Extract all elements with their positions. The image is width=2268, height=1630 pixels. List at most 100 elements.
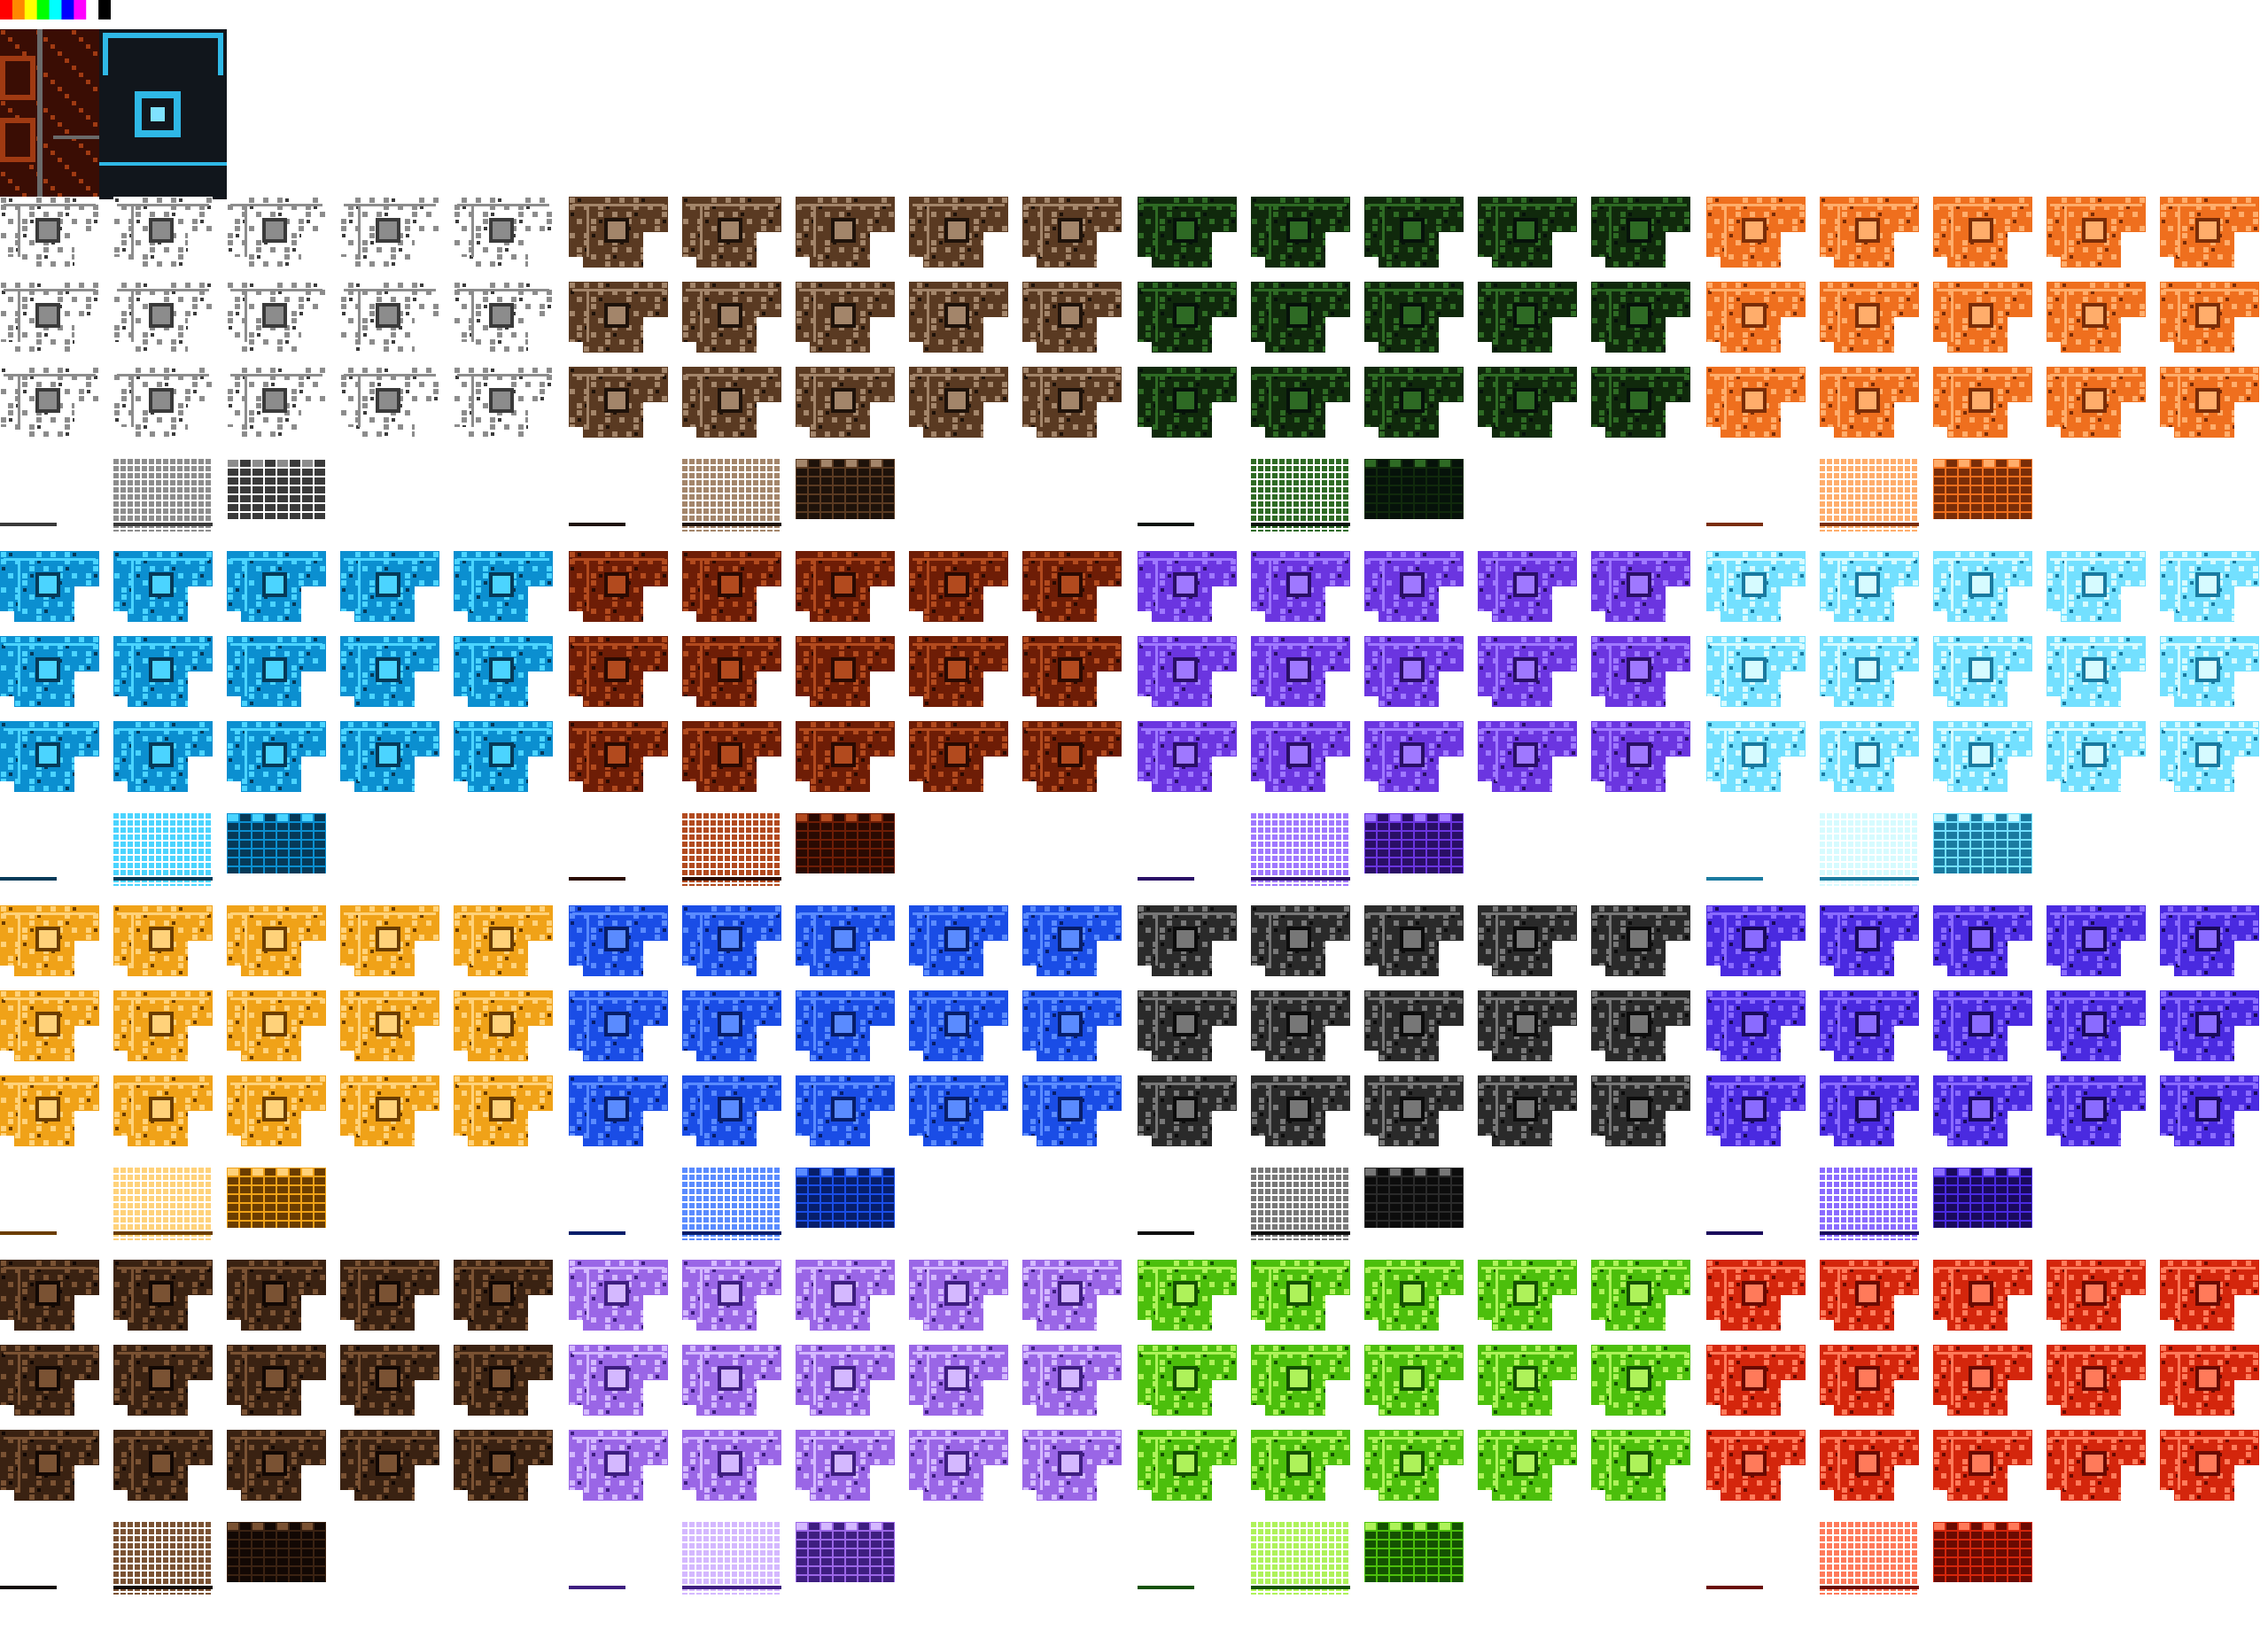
tileset-thumbnail[interactable] xyxy=(1706,1260,1806,1331)
tileset-thumbnail[interactable] xyxy=(1478,367,1577,438)
tileset-thumbnail[interactable] xyxy=(1478,197,1577,268)
tileset-thumbnail[interactable] xyxy=(909,990,1008,1061)
tileset-thumbnail[interactable] xyxy=(1138,551,1237,622)
tileset-thumbnail[interactable] xyxy=(2047,721,2146,792)
tileset-thumbnail[interactable] xyxy=(1478,990,1577,1061)
tileset-thumbnail[interactable] xyxy=(1364,990,1464,1061)
tileset-swatch-panel[interactable] xyxy=(1933,459,2032,520)
tileset-thumbnail[interactable] xyxy=(796,282,895,353)
tileset-thumbnail[interactable] xyxy=(2160,1075,2259,1146)
tileset-thumbnail[interactable] xyxy=(909,197,1008,268)
tileset-thumbnail[interactable] xyxy=(1138,990,1237,1061)
tileset-thumbnail[interactable] xyxy=(454,197,553,268)
tileset-sprite-strip[interactable] xyxy=(1706,1522,1763,1595)
tileset-thumbnail[interactable] xyxy=(0,990,99,1061)
tileset-sprite-strip[interactable] xyxy=(1138,459,1194,532)
tileset-sprite-strip[interactable] xyxy=(0,813,57,886)
tileset-thumbnail[interactable] xyxy=(1138,721,1237,792)
tileset-sprite-strip[interactable] xyxy=(569,1168,625,1240)
tileset-sprite-strip[interactable] xyxy=(1706,1168,1763,1240)
tileset-sprite-strip[interactable] xyxy=(1820,1168,1919,1244)
tileset-sprite-strip[interactable] xyxy=(682,1522,781,1598)
tileset-swatch-panel[interactable] xyxy=(227,1522,326,1583)
tileset-thumbnail[interactable] xyxy=(2160,367,2259,438)
tileset-sprite-strip[interactable] xyxy=(0,1522,57,1595)
tileset-thumbnail[interactable] xyxy=(1478,1345,1577,1416)
tileset-thumbnail[interactable] xyxy=(113,367,213,438)
tileset-thumbnail[interactable] xyxy=(2047,367,2146,438)
tileset-thumbnail[interactable] xyxy=(0,1260,99,1331)
tileset-thumbnail[interactable] xyxy=(340,367,439,438)
tileset-thumbnail[interactable] xyxy=(1820,197,1919,268)
tileset-thumbnail[interactable] xyxy=(909,636,1008,707)
tileset-thumbnail[interactable] xyxy=(1364,1345,1464,1416)
tileset-thumbnail[interactable] xyxy=(1591,636,1690,707)
tileset-thumbnail[interactable] xyxy=(1933,282,2032,353)
tileset-thumbnail[interactable] xyxy=(569,551,668,622)
tileset-thumbnail[interactable] xyxy=(2160,1260,2259,1331)
tileset-sprite-strip[interactable] xyxy=(682,459,781,535)
tileset-swatch-panel[interactable] xyxy=(1933,1168,2032,1229)
tileset-thumbnail[interactable] xyxy=(340,1075,439,1146)
tileset-thumbnail[interactable] xyxy=(909,367,1008,438)
tileset-thumbnail[interactable] xyxy=(1022,721,1122,792)
tileset-thumbnail[interactable] xyxy=(1478,551,1577,622)
tileset-thumbnail[interactable] xyxy=(1820,905,1919,976)
tileset-thumbnail[interactable] xyxy=(1820,367,1919,438)
tileset-thumbnail[interactable] xyxy=(1251,905,1350,976)
tileset-thumbnail[interactable] xyxy=(1022,551,1122,622)
tileset-thumbnail[interactable] xyxy=(454,551,553,622)
tileset-thumbnail[interactable] xyxy=(0,367,99,438)
tileset-swatch-panel[interactable] xyxy=(1933,813,2032,874)
tileset-thumbnail[interactable] xyxy=(340,197,439,268)
tileset-thumbnail[interactable] xyxy=(569,282,668,353)
tileset-thumbnail[interactable] xyxy=(1591,1075,1690,1146)
tileset-thumbnail[interactable] xyxy=(2047,636,2146,707)
tileset-thumbnail[interactable] xyxy=(796,551,895,622)
tileset-thumbnail[interactable] xyxy=(113,197,213,268)
tileset-sprite-strip[interactable] xyxy=(1706,813,1763,886)
tileset-thumbnail[interactable] xyxy=(2047,1430,2146,1501)
tileset-swatch-panel[interactable] xyxy=(1364,1168,1464,1229)
tileset-thumbnail[interactable] xyxy=(796,990,895,1061)
tileset-thumbnail[interactable] xyxy=(569,1075,668,1146)
tileset-thumbnail[interactable] xyxy=(1591,1430,1690,1501)
tileset-thumbnail[interactable] xyxy=(1138,1260,1237,1331)
tileset-thumbnail[interactable] xyxy=(1706,636,1806,707)
tileset-sprite-strip[interactable] xyxy=(1820,459,1919,535)
tileset-thumbnail[interactable] xyxy=(682,905,781,976)
tileset-thumbnail[interactable] xyxy=(113,1345,213,1416)
tileset-thumbnail[interactable] xyxy=(1591,990,1690,1061)
tileset-thumbnail[interactable] xyxy=(227,551,326,622)
tileset-thumbnail[interactable] xyxy=(2047,197,2146,268)
tileset-swatch-panel[interactable] xyxy=(1364,459,1464,520)
tileset-thumbnail[interactable] xyxy=(113,990,213,1061)
tileset-thumbnail[interactable] xyxy=(796,197,895,268)
tileset-thumbnail[interactable] xyxy=(1933,636,2032,707)
tileset-thumbnail[interactable] xyxy=(1591,197,1690,268)
tileset-thumbnail[interactable] xyxy=(1820,551,1919,622)
tileset-thumbnail[interactable] xyxy=(340,1345,439,1416)
tileset-thumbnail[interactable] xyxy=(0,282,99,353)
tileset-thumbnail[interactable] xyxy=(569,1345,668,1416)
tileset-thumbnail[interactable] xyxy=(227,990,326,1061)
tileset-thumbnail[interactable] xyxy=(227,282,326,353)
tileset-thumbnail[interactable] xyxy=(1022,1430,1122,1501)
tileset-thumbnail[interactable] xyxy=(1251,367,1350,438)
tileset-thumbnail[interactable] xyxy=(1138,367,1237,438)
tileset-thumbnail[interactable] xyxy=(1364,282,1464,353)
tileset-thumbnail[interactable] xyxy=(796,1345,895,1416)
tileset-thumbnail[interactable] xyxy=(1251,551,1350,622)
tileset-thumbnail[interactable] xyxy=(113,1075,213,1146)
tileset-thumbnail[interactable] xyxy=(2160,990,2259,1061)
tileset-thumbnail[interactable] xyxy=(1933,1075,2032,1146)
tileset-sprite-strip[interactable] xyxy=(682,1168,781,1244)
tileset-sprite-strip[interactable] xyxy=(1706,459,1763,532)
tileset-thumbnail[interactable] xyxy=(1478,1260,1577,1331)
tileset-thumbnail[interactable] xyxy=(2047,282,2146,353)
tileset-thumbnail[interactable] xyxy=(909,721,1008,792)
tileset-thumbnail[interactable] xyxy=(682,1345,781,1416)
tileset-thumbnail[interactable] xyxy=(682,1430,781,1501)
tileset-thumbnail[interactable] xyxy=(227,636,326,707)
tileset-thumbnail[interactable] xyxy=(1933,1345,2032,1416)
